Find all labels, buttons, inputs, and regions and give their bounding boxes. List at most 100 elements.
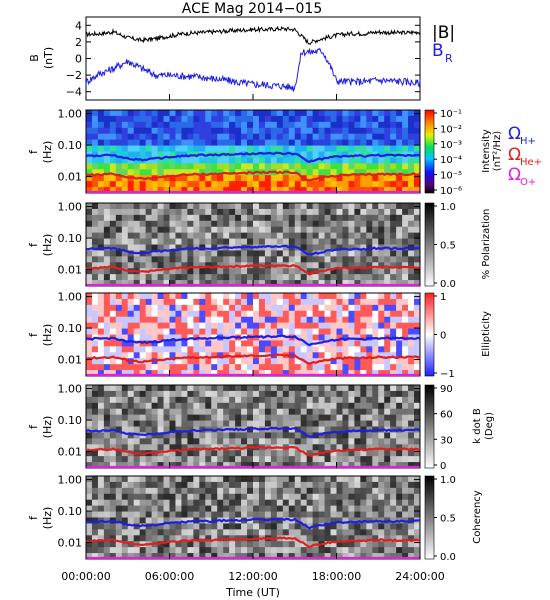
spectrogram-cell	[324, 364, 331, 371]
spectrogram-cell	[193, 352, 200, 359]
spectrogram-cell	[324, 110, 331, 117]
spectrogram-cell	[342, 316, 349, 323]
spectrogram-cell	[217, 505, 224, 512]
spectrogram-cell	[86, 226, 93, 233]
spectrogram-cell	[121, 352, 129, 359]
spectrogram-cell	[384, 157, 391, 164]
spectrogram-cell	[139, 226, 146, 233]
spectrogram-cell	[396, 390, 403, 398]
spectrogram-cell	[205, 304, 212, 312]
spectrogram-cell	[408, 208, 415, 216]
spectrogram-cell	[276, 340, 284, 347]
spectrogram-cell	[205, 402, 212, 410]
spectrogram-cell	[342, 169, 349, 176]
spectrogram-cell	[300, 505, 307, 512]
spectrogram-cell	[384, 304, 391, 312]
spectrogram-cell	[372, 529, 379, 536]
spectrogram-cell	[342, 370, 349, 377]
spectrogram-cell	[86, 133, 93, 140]
spectrogram-cell	[300, 256, 307, 263]
spectrogram-cell	[414, 169, 421, 176]
spectrogram-cell	[318, 444, 325, 451]
spectrogram-cell	[354, 169, 361, 176]
spectrogram-cell	[360, 175, 367, 182]
spectrogram-cell	[241, 481, 248, 489]
spectrogram-cell	[157, 541, 164, 548]
spectrogram-cell	[121, 402, 129, 410]
spectrogram-cell	[235, 256, 242, 263]
spectrogram-cell	[97, 226, 105, 233]
spectrogram-cell	[199, 481, 206, 489]
spectrogram-cell	[97, 298, 105, 306]
spectrogram-cell	[270, 402, 278, 410]
spectrogram-cell	[169, 214, 176, 222]
spectrogram-cell	[300, 529, 307, 536]
spectrogram-cell	[402, 232, 409, 239]
spectrogram-cell	[175, 535, 182, 542]
spectrogram-cell	[157, 151, 164, 158]
spectrogram-cell	[360, 298, 367, 306]
spectrogram-cell	[408, 220, 415, 228]
spectrogram-cell	[264, 145, 272, 152]
spectrogram-cell	[318, 133, 325, 140]
spectrogram-cell	[372, 553, 379, 560]
spectrogram-cell	[241, 163, 248, 170]
spectrogram-cell	[121, 476, 129, 483]
spectrogram-cell	[324, 450, 331, 457]
spectrogram-cell	[151, 220, 158, 228]
spectrogram-cell	[217, 432, 224, 439]
spectrogram-cell	[336, 438, 343, 445]
spectrogram-cell	[402, 402, 409, 410]
spectrogram-cell	[258, 364, 266, 371]
spectrogram-cell	[300, 145, 307, 152]
spectrogram-cell	[163, 523, 170, 530]
spectrogram-cell	[258, 208, 266, 216]
spectrogram-cell	[115, 385, 123, 392]
spectrogram-cell	[121, 203, 129, 210]
spectrogram-cell	[163, 238, 170, 245]
spectrogram-cell	[247, 340, 254, 347]
spectrogram-cell	[288, 250, 296, 257]
spectrogram-cell	[241, 346, 248, 353]
spectrogram-cell	[264, 340, 272, 347]
spectrogram-cell	[109, 181, 117, 188]
spectrogram-cell	[276, 511, 284, 518]
spectrogram-cell	[163, 232, 170, 239]
spectrogram-cell	[348, 274, 355, 281]
spectrogram-cell	[258, 115, 266, 123]
spectrogram-cell	[264, 390, 272, 398]
spectrogram-cell	[390, 396, 397, 404]
spectrogram-cell	[181, 499, 188, 506]
spectrogram-cell	[127, 499, 135, 506]
spectrogram-cell	[241, 139, 248, 146]
spectrogram-cell	[109, 328, 117, 335]
spectrogram-cell	[86, 487, 93, 495]
spectrogram-cell	[181, 346, 188, 353]
kdotb-texture	[85, 384, 421, 469]
spectrogram-cell	[270, 456, 278, 463]
spectrogram-cell	[211, 529, 218, 536]
spectrogram-cell	[229, 316, 236, 323]
spectrogram-cell	[217, 250, 224, 257]
panel-ellipticity	[85, 292, 421, 377]
spectrogram-cell	[241, 226, 248, 233]
spectrogram-cell	[133, 487, 140, 495]
spectrogram-cell	[205, 220, 212, 228]
spectrogram-cell	[163, 226, 170, 233]
spectrogram-cell	[366, 304, 373, 312]
spectrogram-cell	[169, 139, 176, 146]
spectrogram-cell	[187, 396, 194, 404]
spectrogram-cell	[223, 181, 230, 188]
spectrogram-cell	[378, 476, 385, 483]
spectrogram-cell	[163, 244, 170, 251]
spectrogram-cell	[217, 304, 224, 312]
spectrogram-cell	[127, 390, 135, 398]
spectrogram-cell	[348, 226, 355, 233]
colorbar-coherency-ticks: 1.00.50.0	[434, 475, 456, 563]
spectrogram-cell	[276, 487, 284, 495]
spectrogram-cell	[109, 238, 117, 245]
spectrogram-cell	[139, 280, 146, 287]
spectrogram-cell	[247, 220, 254, 228]
spectrogram-cell	[318, 420, 325, 427]
